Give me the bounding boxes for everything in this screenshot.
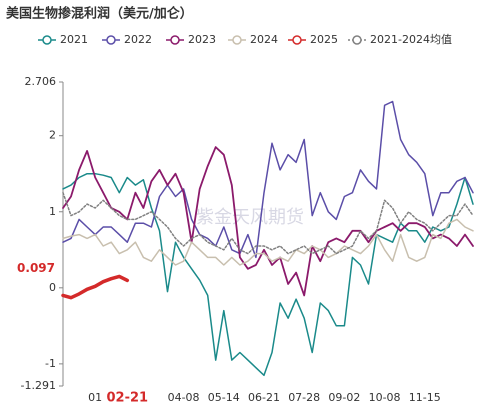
legend-marker xyxy=(170,35,180,45)
legend-label: 2023 xyxy=(188,33,216,46)
legend-marker xyxy=(292,35,302,45)
x-tick-label: 10-08 xyxy=(369,391,401,404)
series-line xyxy=(62,191,474,255)
legend-marker xyxy=(42,35,52,45)
x-tick-label: 01 xyxy=(88,391,102,404)
chart-title: 美国生物掺混利润（美元/加仑） xyxy=(6,6,193,22)
legend-marker xyxy=(106,35,116,45)
y-tick-label: -1 xyxy=(45,357,56,370)
series-line xyxy=(62,172,474,377)
x-tick-label: 05-14 xyxy=(208,391,240,404)
x-tick-label: 07-28 xyxy=(288,391,320,404)
legend-marker xyxy=(232,35,242,45)
x-tick-label: 09-02 xyxy=(328,391,360,404)
watermark: 紫金天风期货 xyxy=(196,207,304,228)
legend-marker xyxy=(352,35,362,45)
y-tick-label: 2 xyxy=(49,129,56,142)
x-tick-label: 04-08 xyxy=(168,391,200,404)
x-tick-label: 11-15 xyxy=(409,391,441,404)
series-line xyxy=(62,218,474,266)
series-line xyxy=(61,274,130,300)
series-line xyxy=(62,100,474,259)
legend-label: 2025 xyxy=(310,33,338,46)
legend-label: 2021-2024均值 xyxy=(370,33,452,46)
y-tick-label: 0 xyxy=(49,281,56,294)
x-tick-label: 02-21 xyxy=(107,391,149,406)
legend-label: 2021 xyxy=(60,33,88,46)
legend-label: 2024 xyxy=(250,33,278,46)
y-tick-label: 2.706 xyxy=(25,75,57,88)
y-tick-label: -1.291 xyxy=(21,379,56,392)
legend-label: 2022 xyxy=(124,33,152,46)
value-label: 0.097 xyxy=(17,261,55,275)
y-tick-label: 1 xyxy=(49,205,56,218)
x-tick-label: 06-21 xyxy=(248,391,280,404)
